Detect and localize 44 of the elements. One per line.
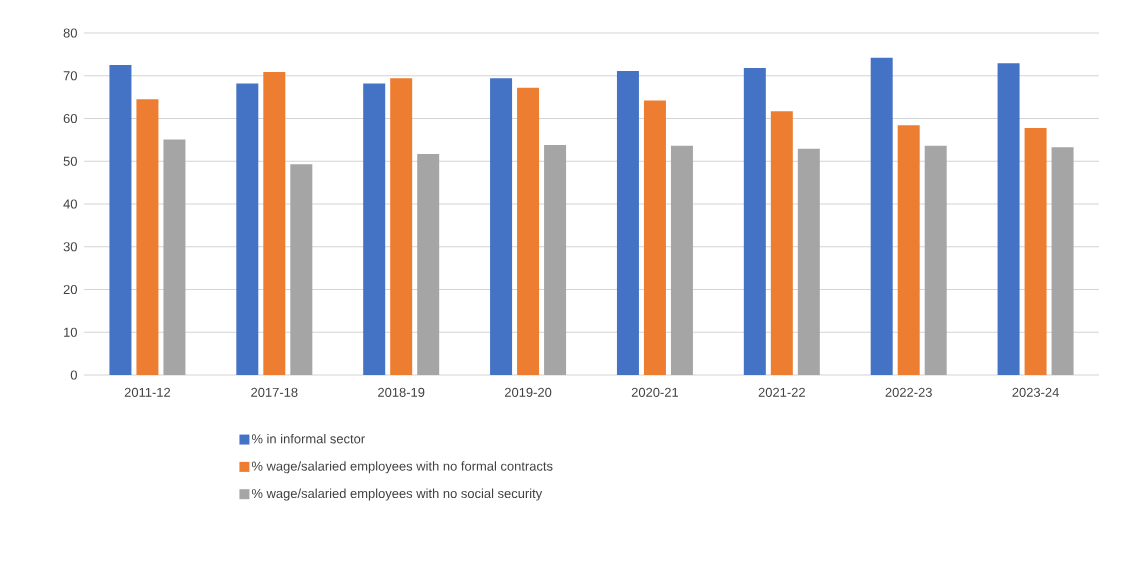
- y-tick-label: 60: [63, 113, 77, 124]
- x-tick-label: 2019-20: [504, 387, 552, 397]
- legend-label: % wage/salaried employees with no social security: [251, 488, 543, 501]
- bar: [870, 57, 893, 375]
- x-tick-label: 2021-22: [758, 387, 805, 397]
- bar: [1051, 147, 1074, 375]
- bar: [236, 83, 259, 375]
- legend-label: % in informal sector: [251, 433, 365, 444]
- bar: [897, 125, 920, 375]
- bar: [616, 71, 639, 375]
- bar: [797, 148, 820, 375]
- y-tick-label: 20: [63, 284, 77, 295]
- x-tick-label: 2017-18: [251, 387, 298, 397]
- bar: [417, 153, 440, 375]
- bar: [109, 65, 132, 375]
- y-tick-label: 30: [63, 242, 77, 252]
- bar: [743, 68, 766, 375]
- bar: [670, 145, 693, 375]
- legend-label: % wage/salaried employees with no formal contracts: [251, 461, 553, 474]
- x-tick-label: 2023-24: [1012, 387, 1059, 397]
- bar: [997, 63, 1020, 375]
- y-tick-label: 70: [63, 71, 77, 81]
- x-tick-label: 2020-21: [631, 387, 679, 397]
- bar: [1024, 127, 1047, 375]
- y-tick-label: 0: [70, 370, 77, 380]
- bar: [770, 111, 793, 375]
- bar: [643, 100, 666, 375]
- bar: [490, 78, 513, 375]
- bar: [136, 99, 159, 375]
- bar: [290, 164, 313, 375]
- x-tick-label: 2022-23: [885, 387, 932, 397]
- y-tick-label: 50: [63, 156, 77, 166]
- bar: [544, 145, 567, 375]
- bar: [517, 87, 540, 375]
- bar: [924, 145, 947, 375]
- y-tick-label: 10: [64, 327, 77, 337]
- bar: [363, 83, 386, 375]
- bar: [163, 139, 186, 375]
- bar: [390, 78, 413, 375]
- x-tick-label: 2018-19: [378, 387, 425, 397]
- bar: [263, 71, 286, 375]
- x-tick-label: 2011-12: [124, 387, 171, 397]
- y-tick-label: 40: [63, 199, 77, 209]
- y-tick-label: 80: [63, 28, 77, 38]
